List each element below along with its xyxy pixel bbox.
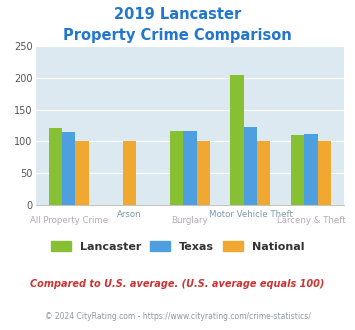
Text: Motor Vehicle Theft: Motor Vehicle Theft	[208, 210, 293, 218]
Bar	[244, 127, 257, 205]
Bar	[291, 135, 304, 205]
Bar	[123, 141, 136, 205]
Bar	[257, 141, 271, 205]
Bar	[49, 128, 62, 205]
Text: Compared to U.S. average. (U.S. average equals 100): Compared to U.S. average. (U.S. average …	[30, 279, 325, 289]
Bar	[62, 132, 76, 205]
Bar	[170, 131, 183, 205]
Text: 2019 Lancaster: 2019 Lancaster	[114, 7, 241, 21]
Text: © 2024 CityRating.com - https://www.cityrating.com/crime-statistics/: © 2024 CityRating.com - https://www.city…	[45, 312, 310, 321]
Bar	[318, 141, 331, 205]
Legend: Lancaster, Texas, National: Lancaster, Texas, National	[47, 237, 308, 256]
Text: Larceny & Theft: Larceny & Theft	[277, 216, 345, 225]
Bar	[230, 75, 244, 205]
Bar	[76, 141, 89, 205]
Bar	[197, 141, 210, 205]
Text: Property Crime Comparison: Property Crime Comparison	[63, 28, 292, 43]
Text: Arson: Arson	[117, 210, 142, 218]
Bar	[304, 134, 318, 205]
Text: All Property Crime: All Property Crime	[30, 216, 108, 225]
Text: Burglary: Burglary	[171, 216, 208, 225]
Bar	[183, 131, 197, 205]
